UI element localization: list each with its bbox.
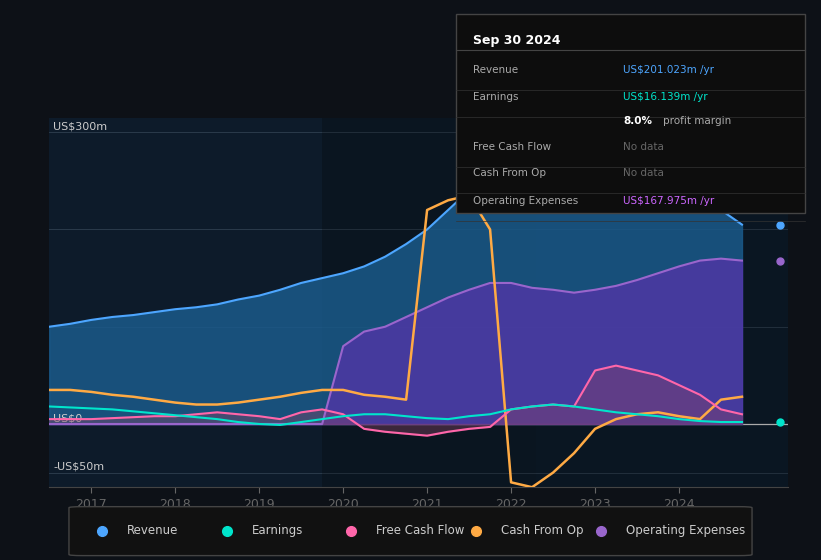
Text: Revenue: Revenue [473,64,518,74]
Text: Cash From Op: Cash From Op [473,168,546,178]
Text: No data: No data [623,142,664,152]
Text: Free Cash Flow: Free Cash Flow [376,524,465,537]
Text: No data: No data [623,168,664,178]
Text: Revenue: Revenue [126,524,178,537]
Text: profit margin: profit margin [663,116,732,127]
Text: US$16.139m /yr: US$16.139m /yr [623,92,708,102]
Bar [536,118,796,487]
Text: Cash From Op: Cash From Op [501,524,584,537]
Bar [322,118,536,487]
Text: Earnings: Earnings [473,92,519,102]
Text: US$167.975m /yr: US$167.975m /yr [623,196,714,206]
Text: 8.0%: 8.0% [623,116,652,127]
FancyBboxPatch shape [69,507,752,556]
Text: Operating Expenses: Operating Expenses [626,524,745,537]
Text: Free Cash Flow: Free Cash Flow [473,142,551,152]
Text: US$0: US$0 [53,413,83,423]
Text: Sep 30 2024: Sep 30 2024 [473,34,561,47]
Text: US$300m: US$300m [53,121,108,131]
Text: US$201.023m /yr: US$201.023m /yr [623,64,714,74]
Text: Earnings: Earnings [251,524,303,537]
Text: -US$50m: -US$50m [53,461,104,472]
Text: Operating Expenses: Operating Expenses [473,196,578,206]
